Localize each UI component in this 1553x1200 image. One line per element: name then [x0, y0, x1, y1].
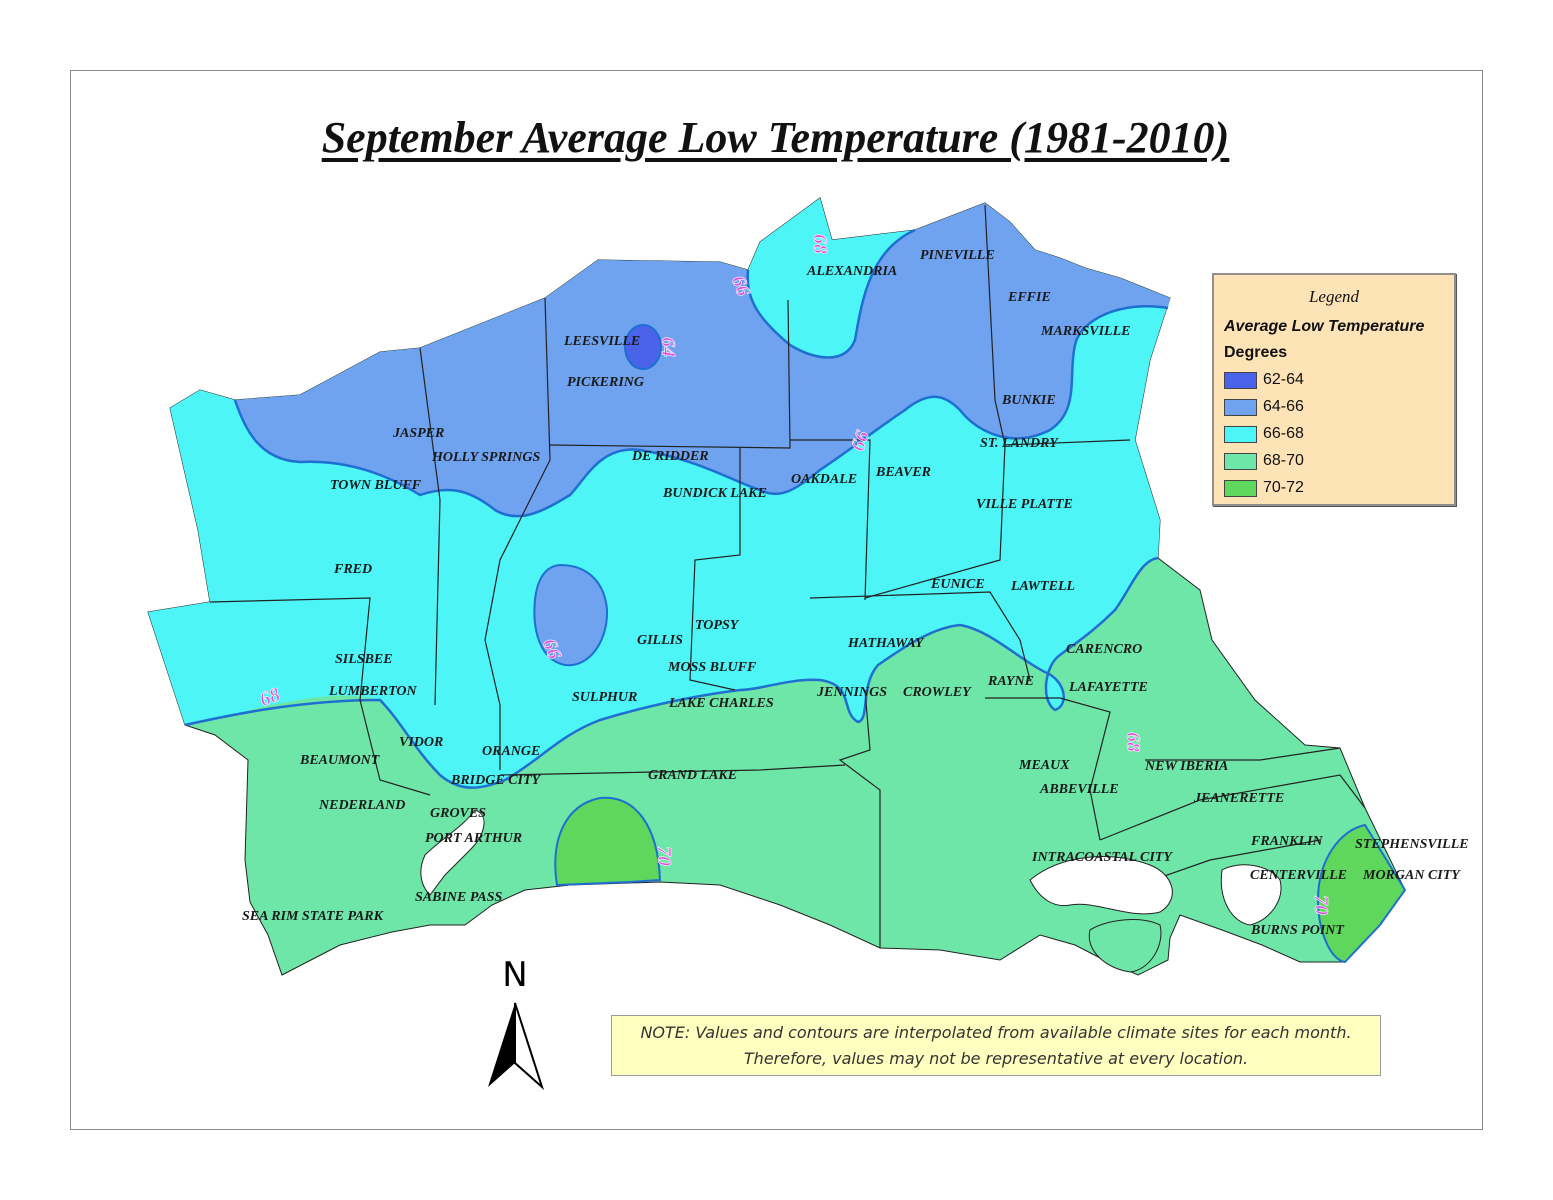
note-line-2: Therefore, values may not be representat… — [743, 1049, 1249, 1068]
place-label: CENTERVILLE — [1250, 868, 1347, 883]
legend-swatch — [1224, 452, 1257, 470]
contour-label: 68 — [1122, 732, 1144, 752]
contour-lines — [184, 228, 1169, 789]
place-label: ORANGE — [482, 744, 540, 759]
place-label: EFFIE — [1007, 290, 1051, 305]
place-label: MORGAN CITY — [1362, 868, 1461, 883]
place-label: CARENCRO — [1066, 642, 1142, 657]
legend-label: 68-70 — [1263, 452, 1304, 469]
place-label: RAYNE — [987, 674, 1034, 689]
place-label: BRIDGE CITY — [450, 773, 542, 788]
place-label: DE RIDDER — [631, 449, 709, 464]
place-label: JEANERETTE — [1193, 791, 1284, 806]
zone-62-64 — [624, 324, 662, 370]
note-line-1: NOTE: Values and contours are interpolat… — [640, 1023, 1352, 1042]
place-label: INTRACOASTAL CITY — [1031, 850, 1173, 865]
legend-label: 62-64 — [1263, 371, 1304, 388]
place-label: LUMBERTON — [328, 684, 418, 699]
place-label: SILSBEE — [335, 652, 393, 667]
zone-70-72-east — [1316, 823, 1407, 964]
legend-label: 64-66 — [1263, 398, 1304, 415]
legend-item: 70-72 — [1224, 477, 1304, 499]
place-label: FRED — [333, 562, 372, 577]
county-boundaries — [209, 204, 1366, 948]
place-label: NEDERLAND — [318, 798, 405, 813]
legend-item: 64-66 — [1224, 396, 1304, 418]
place-label: ALEXANDRIA — [806, 264, 897, 279]
place-label: FRANKLIN — [1250, 834, 1323, 849]
place-label: LEESVILLE — [563, 334, 640, 349]
place-label: BUNDICK LAKE — [662, 486, 767, 501]
place-label: MOSS BLUFF — [667, 660, 757, 675]
legend-item: 68-70 — [1224, 450, 1304, 472]
legend-box: Legend Average Low Temperature Degrees 6… — [1212, 273, 1456, 506]
legend-swatch — [1224, 425, 1257, 443]
place-label: SULPHUR — [572, 690, 637, 705]
place-label: ST. LANDRY — [980, 436, 1059, 451]
legend-swatch — [1224, 398, 1257, 416]
place-label: TOWN BLUFF — [330, 478, 422, 493]
place-label: HATHAWAY — [847, 636, 925, 651]
legend-label: 70-72 — [1263, 479, 1304, 496]
contour-label: 68 — [809, 234, 831, 254]
place-label: BUNKIE — [1001, 393, 1056, 408]
place-label: MARKSVILLE — [1040, 324, 1130, 339]
place-label: VILLE PLATTE — [976, 497, 1073, 512]
place-label: GROVES — [430, 806, 486, 821]
place-label: SEA RIM STATE PARK — [242, 909, 385, 924]
zone-64-66 — [235, 203, 1170, 517]
place-label: BEAVER — [875, 465, 931, 480]
north-arrow: N — [484, 955, 546, 1095]
place-label: BEAUMONT — [299, 753, 381, 768]
place-label: NEW IBERIA — [1144, 759, 1228, 774]
place-labels: PINEVILLE ALEXANDRIA EFFIE MARKSVILLE LE… — [242, 248, 1469, 938]
legend-swatch — [1224, 479, 1257, 497]
place-label: PINEVILLE — [920, 248, 995, 263]
legend-swatch — [1224, 371, 1257, 389]
place-label: LAFAYETTE — [1068, 680, 1148, 695]
place-label: LAKE CHARLES — [668, 696, 774, 711]
interpolation-note: NOTE: Values and contours are interpolat… — [611, 1015, 1381, 1076]
place-label: TOPSY — [695, 618, 740, 633]
legend-label: 66-68 — [1263, 425, 1304, 442]
place-label: EUNICE — [930, 577, 985, 592]
legend-subtitle: Average Low Temperature — [1224, 318, 1425, 335]
legend-title: Legend — [1308, 287, 1360, 306]
place-label: VIDOR — [399, 735, 443, 750]
map-title: September Average Low Temperature (1981-… — [321, 113, 1230, 162]
place-label: GRAND LAKE — [648, 768, 737, 783]
place-label: ABBEVILLE — [1039, 782, 1119, 797]
place-label: JENNINGS — [816, 685, 887, 700]
contour-label: 70 — [653, 846, 675, 866]
place-label: MEAUX — [1018, 758, 1070, 773]
legend-item: 66-68 — [1224, 423, 1304, 445]
north-letter: N — [502, 955, 528, 995]
place-label: OAKDALE — [791, 472, 857, 487]
legend-units: Degrees — [1224, 344, 1288, 361]
zone-70-72-west — [554, 796, 662, 887]
place-label: PICKERING — [567, 375, 644, 390]
place-label: STEPHENSVILLE — [1355, 837, 1469, 852]
contour-label: 64 — [657, 337, 679, 357]
place-label: PORT ARTHUR — [425, 831, 522, 846]
contour-label: 70 — [1310, 895, 1332, 915]
legend-item: 62-64 — [1224, 369, 1304, 391]
place-label: SABINE PASS — [415, 890, 502, 905]
place-label: LAWTELL — [1010, 579, 1075, 594]
north-arrow-icon — [488, 1002, 545, 1091]
place-label: CROWLEY — [903, 685, 972, 700]
place-label: GILLIS — [637, 633, 683, 648]
water-bodies — [420, 809, 1282, 973]
place-label: HOLLY SPRINGS — [431, 450, 540, 465]
zone-64-66-island — [533, 563, 609, 667]
place-label: BURNS POINT — [1250, 923, 1345, 938]
place-label: JASPER — [392, 426, 444, 441]
